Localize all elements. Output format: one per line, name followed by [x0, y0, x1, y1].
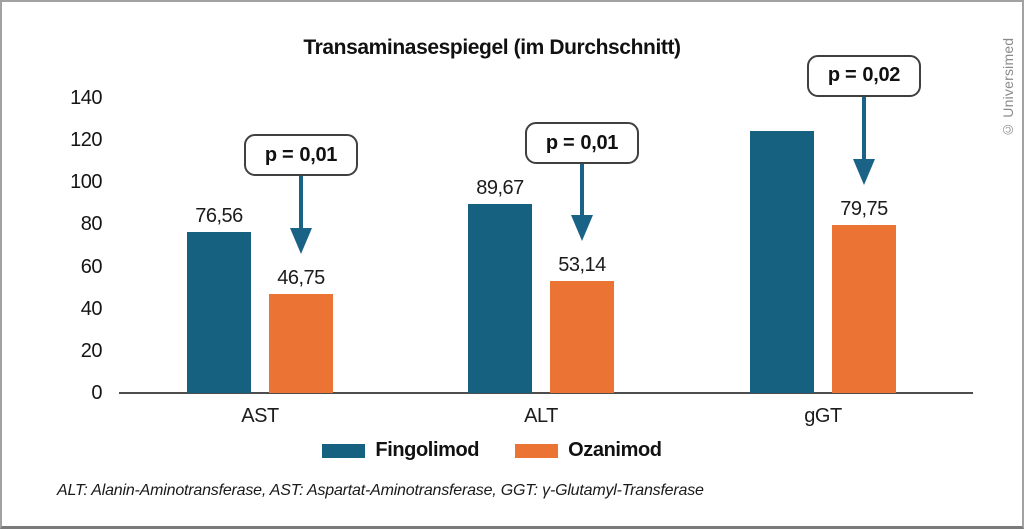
- p-value-arrow-head: [853, 158, 875, 185]
- p-value-box: p = 0,01: [244, 134, 358, 177]
- y-axis-tick-label: 60: [80, 255, 103, 278]
- bar-value-label: 76,56: [195, 204, 243, 227]
- bar-ozanimod-alt: [550, 281, 614, 393]
- legend-label: Ozanimod: [568, 439, 662, 461]
- p-value-prefix: p =: [827, 64, 857, 87]
- bar-value-label: 46,75: [277, 267, 325, 290]
- abbreviation-footnote: ALT: Alanin-Aminotransferase, AST: Aspar…: [57, 482, 704, 499]
- category-label: gGT: [804, 405, 842, 427]
- p-value-arrow-shaft: [862, 95, 866, 160]
- p-value-number: 0,01: [580, 131, 619, 154]
- legend-swatch: [322, 443, 366, 458]
- y-axis-tick-label: 20: [80, 339, 103, 362]
- bar-value-label: 53,14: [558, 254, 606, 277]
- category-label: AST: [241, 405, 279, 427]
- chart-title: Transaminasespiegel (im Durchschnitt): [303, 36, 681, 59]
- bar-value-label: 89,67: [476, 177, 524, 200]
- bar-value-label: 79,75: [840, 197, 888, 220]
- chart-legend: Fingolimod Ozanimod: [2, 439, 982, 462]
- y-axis-tick-label: 120: [70, 129, 102, 152]
- legend-item-ozanimod: Ozanimod: [515, 439, 662, 462]
- p-value-box: p = 0,01: [525, 122, 639, 165]
- legend-swatch: [515, 443, 559, 458]
- bar-ozanimod-ggt: [832, 224, 896, 393]
- p-value-number: 0,01: [299, 143, 338, 166]
- p-value-arrow-shaft: [299, 175, 303, 230]
- category-label: ALT: [524, 405, 558, 427]
- p-value-arrow-head: [290, 228, 312, 255]
- legend-item-fingolimod: Fingolimod: [322, 439, 480, 462]
- p-value-prefix: p =: [545, 131, 575, 154]
- y-axis-tick-label: 80: [80, 213, 103, 236]
- p-value-number: 0,02: [862, 64, 901, 87]
- y-axis-tick-label: 100: [70, 171, 102, 194]
- x-axis-line: [119, 392, 973, 394]
- y-axis-tick-label: 0: [91, 382, 102, 404]
- bar-fingolimod-alt: [468, 204, 532, 393]
- p-value-arrow-head: [571, 215, 593, 242]
- bar-fingolimod-ast: [187, 231, 251, 393]
- bar-fingolimod-ggt: [750, 130, 814, 393]
- p-value-box: p = 0,02: [807, 54, 921, 97]
- y-axis-tick-label: 40: [80, 297, 103, 320]
- p-value-prefix: p =: [264, 143, 294, 166]
- p-value-arrow-shaft: [580, 163, 584, 217]
- legend-label: Fingolimod: [375, 439, 480, 461]
- bar-ozanimod-ast: [269, 294, 333, 393]
- y-axis-tick-label: 140: [70, 87, 102, 109]
